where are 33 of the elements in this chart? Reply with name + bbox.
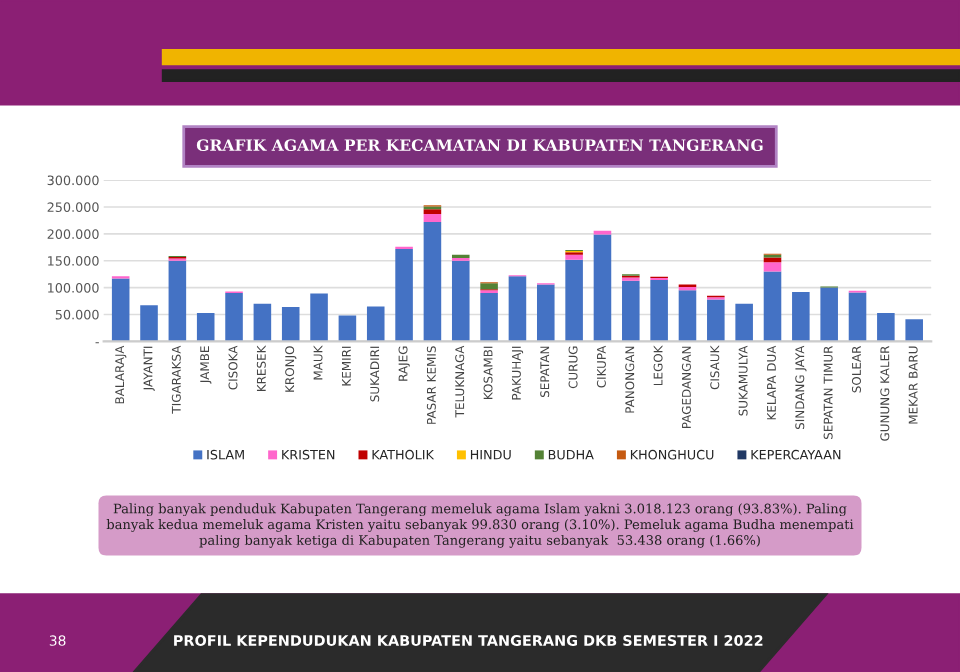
bar (593, 234, 612, 342)
bar (565, 254, 583, 260)
bar (395, 248, 413, 342)
bar (310, 293, 328, 342)
bar (480, 292, 498, 342)
bar (253, 303, 272, 342)
bar (111, 278, 130, 342)
bar (763, 271, 782, 342)
bar (877, 312, 895, 342)
bar (536, 284, 555, 342)
bar (622, 280, 640, 342)
bar (196, 312, 215, 342)
bar (140, 305, 158, 342)
bar (451, 260, 470, 342)
bar (820, 287, 838, 342)
bar (848, 292, 867, 342)
bar (792, 291, 810, 342)
bar (225, 292, 243, 342)
bar (423, 213, 442, 223)
bar (735, 303, 753, 342)
bar (707, 299, 725, 342)
bar (281, 306, 300, 342)
bar (168, 260, 187, 342)
bar (678, 290, 697, 342)
bar (508, 276, 527, 342)
bar (763, 262, 782, 272)
bar (423, 222, 442, 342)
bar (338, 315, 357, 342)
bar (366, 306, 385, 342)
bar (905, 319, 923, 342)
bar (650, 280, 668, 342)
bar (565, 259, 583, 342)
bar (480, 283, 498, 290)
